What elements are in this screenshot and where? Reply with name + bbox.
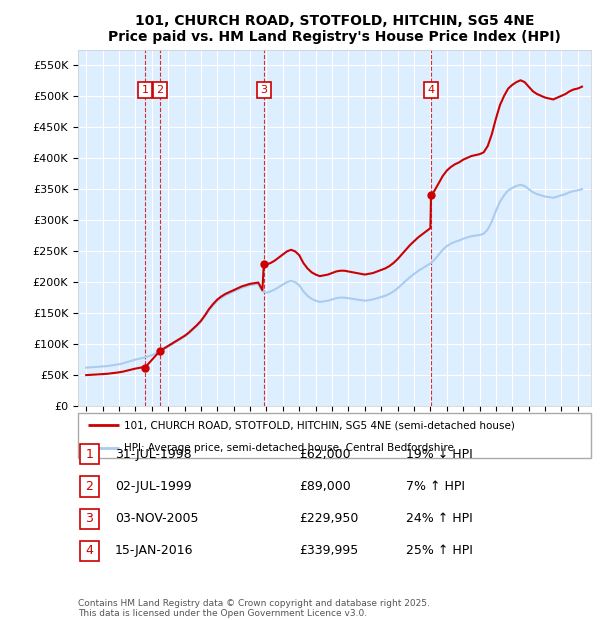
Text: 3: 3 — [85, 512, 94, 525]
Text: 2: 2 — [157, 85, 164, 95]
Text: 02-JUL-1999: 02-JUL-1999 — [115, 480, 191, 493]
Text: £339,995: £339,995 — [299, 544, 359, 557]
Text: £89,000: £89,000 — [299, 480, 351, 493]
Text: £229,950: £229,950 — [299, 512, 359, 525]
Text: 19% ↓ HPI: 19% ↓ HPI — [406, 448, 473, 461]
FancyBboxPatch shape — [80, 444, 99, 464]
Text: 31-JUL-1998: 31-JUL-1998 — [115, 448, 191, 461]
FancyBboxPatch shape — [80, 476, 99, 497]
Text: 2: 2 — [85, 480, 94, 493]
Text: HPI: Average price, semi-detached house, Central Bedfordshire: HPI: Average price, semi-detached house,… — [124, 443, 454, 453]
Text: 4: 4 — [85, 544, 94, 557]
Text: 3: 3 — [260, 85, 268, 95]
Text: 24% ↑ HPI: 24% ↑ HPI — [406, 512, 473, 525]
Text: 03-NOV-2005: 03-NOV-2005 — [115, 512, 198, 525]
Text: Contains HM Land Registry data © Crown copyright and database right 2025.
This d: Contains HM Land Registry data © Crown c… — [78, 599, 430, 618]
FancyBboxPatch shape — [78, 413, 591, 458]
Text: 25% ↑ HPI: 25% ↑ HPI — [406, 544, 473, 557]
Text: 4: 4 — [427, 85, 434, 95]
Text: 101, CHURCH ROAD, STOTFOLD, HITCHIN, SG5 4NE (semi-detached house): 101, CHURCH ROAD, STOTFOLD, HITCHIN, SG5… — [124, 420, 515, 430]
FancyBboxPatch shape — [80, 508, 99, 529]
FancyBboxPatch shape — [80, 541, 99, 561]
Text: 7% ↑ HPI: 7% ↑ HPI — [406, 480, 466, 493]
Text: 1: 1 — [142, 85, 148, 95]
Text: £62,000: £62,000 — [299, 448, 351, 461]
Text: 1: 1 — [85, 448, 94, 461]
Title: 101, CHURCH ROAD, STOTFOLD, HITCHIN, SG5 4NE
Price paid vs. HM Land Registry's H: 101, CHURCH ROAD, STOTFOLD, HITCHIN, SG5… — [108, 14, 561, 44]
Text: 15-JAN-2016: 15-JAN-2016 — [115, 544, 193, 557]
